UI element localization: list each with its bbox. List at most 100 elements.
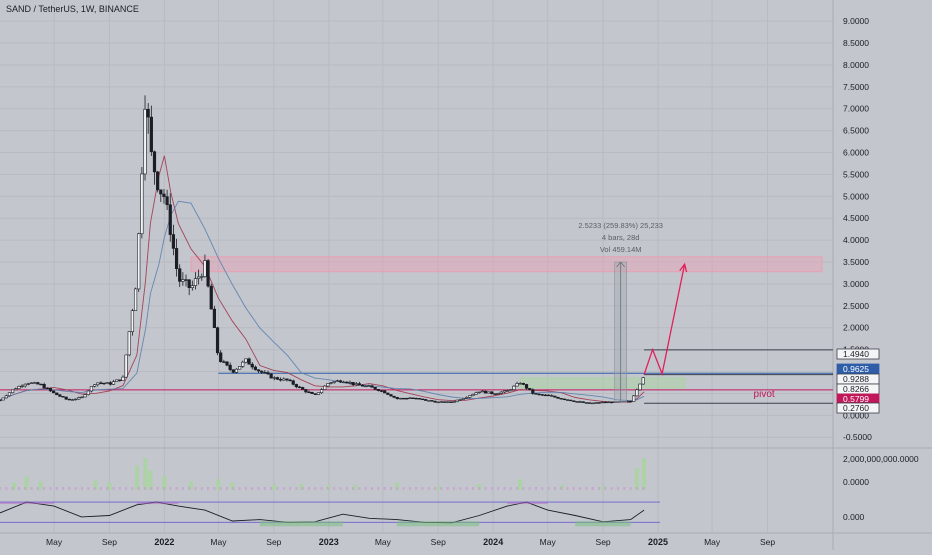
candle-body xyxy=(360,384,365,387)
oscillator-overbought-fill xyxy=(26,502,55,505)
oscillator-tick-label: 0.000 xyxy=(843,512,865,522)
volume-bar-minor xyxy=(188,487,191,490)
candle-body xyxy=(152,151,157,173)
volume-bar-minor xyxy=(150,487,153,490)
volume-bar-minor xyxy=(553,487,556,490)
volume-bar-minor xyxy=(377,487,380,490)
time-tick-label: 2023 xyxy=(319,537,339,547)
candle-body xyxy=(269,373,273,379)
volume-bar-minor xyxy=(642,487,645,490)
volume-bar-minor xyxy=(522,487,525,490)
candle-body xyxy=(335,380,339,382)
candle-body xyxy=(247,358,251,365)
volume-bar-minor xyxy=(125,487,128,490)
candle-body xyxy=(565,399,570,401)
candle-body xyxy=(383,390,387,394)
candle-body xyxy=(408,397,412,400)
volume-bar-minor xyxy=(99,487,102,490)
volume-bar-minor xyxy=(93,487,96,490)
candle-body xyxy=(58,394,62,397)
price-tick-label: 8.5000 xyxy=(843,38,869,48)
candle-body xyxy=(146,108,150,118)
candle-body xyxy=(468,395,472,398)
candle-body xyxy=(279,379,283,381)
candle-body xyxy=(222,361,226,363)
volume-bar-minor xyxy=(181,487,184,490)
candle-body xyxy=(483,390,488,394)
volume-bar-minor xyxy=(62,487,65,490)
volume-bar-minor xyxy=(459,487,462,490)
price-tick-label: 5.0000 xyxy=(843,191,869,201)
candle-body xyxy=(316,392,321,395)
volume-bar-minor xyxy=(616,487,619,490)
volume-bar-minor xyxy=(118,487,121,490)
candle-body xyxy=(597,402,601,404)
candle-body xyxy=(559,398,563,400)
volume-bar-minor xyxy=(547,487,550,490)
candle-body xyxy=(20,385,24,388)
candle-body xyxy=(537,393,541,396)
price-tick-label: -0.5000 xyxy=(843,432,872,442)
candle-body xyxy=(174,248,179,270)
candle-body xyxy=(102,382,106,385)
candle-body xyxy=(291,380,295,385)
volume-bar-minor xyxy=(352,487,355,490)
candle-body xyxy=(80,396,84,399)
price-tick-label: 2.0000 xyxy=(843,323,869,333)
candle-body xyxy=(379,390,384,392)
volume-bar-minor xyxy=(465,487,468,490)
volume-bar-minor xyxy=(207,487,210,490)
candle-body xyxy=(275,377,280,380)
oscillator-oversold-fill xyxy=(396,521,425,527)
price-tick-label: 6.5000 xyxy=(843,126,869,136)
volume-bar-minor xyxy=(112,487,115,490)
candle-body xyxy=(42,384,46,389)
candle-body xyxy=(465,397,469,399)
volume-bar-minor xyxy=(383,487,386,490)
volume-bar-minor xyxy=(162,487,165,490)
candle-body xyxy=(603,401,607,404)
candle-body xyxy=(48,387,53,392)
volume-bar-minor xyxy=(257,487,260,490)
candle-body xyxy=(140,173,144,235)
candle-body xyxy=(51,390,56,394)
time-tick-label: May xyxy=(210,537,227,547)
candle-body xyxy=(518,383,522,385)
volume-bar-minor xyxy=(295,487,298,490)
oscillator-oversold-fill xyxy=(603,521,631,527)
candle-body xyxy=(171,234,176,249)
measure-label: 4 bars, 28d xyxy=(602,233,640,242)
candle-body xyxy=(392,395,396,398)
candle-body xyxy=(471,394,475,396)
candle-body xyxy=(307,391,311,394)
candle-body xyxy=(33,382,37,384)
projection-arrowhead xyxy=(679,262,688,273)
candle-body xyxy=(326,383,330,387)
volume-bar-minor xyxy=(572,487,575,490)
volume-bar-minor xyxy=(415,487,418,490)
candle-body xyxy=(4,395,8,399)
moving-average-line xyxy=(0,200,645,402)
price-tick-label: 2.5000 xyxy=(843,301,869,311)
candle-body xyxy=(439,401,444,403)
candle-body xyxy=(357,383,362,386)
candle-body xyxy=(376,389,380,391)
candle-body xyxy=(329,382,333,384)
candle-body xyxy=(256,369,261,372)
measure-arrow xyxy=(620,261,625,268)
time-tick-label: Sep xyxy=(431,537,446,547)
candle-body xyxy=(260,370,264,373)
candle-body xyxy=(458,399,462,401)
volume-bar xyxy=(93,480,98,490)
volume-bar-minor xyxy=(43,487,46,490)
candle-body xyxy=(628,400,633,403)
volume-bar-minor xyxy=(226,487,229,490)
volume-bar-minor xyxy=(213,487,216,490)
candle-body xyxy=(244,358,248,363)
candle-body xyxy=(405,398,409,400)
price-tag: 0.9288 xyxy=(836,373,880,385)
candle-body xyxy=(200,276,204,278)
volume-bar xyxy=(216,479,221,490)
